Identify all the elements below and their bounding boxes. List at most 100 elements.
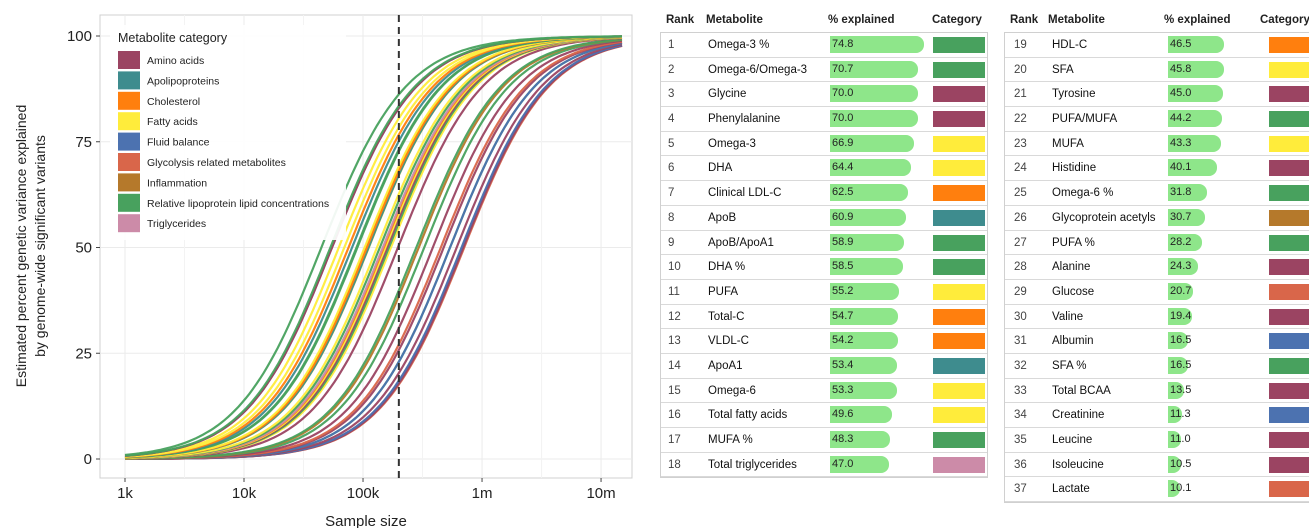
table-row: 19 HDL-C 46.5 <box>1005 33 1309 58</box>
category-swatch <box>1269 432 1309 448</box>
pct-value: 16.5 <box>1170 358 1192 371</box>
metabolite-cell: Phenylalanine <box>708 113 781 126</box>
table-row: 9 ApoB/ApoA1 58.9 <box>661 231 987 256</box>
table-row: 25 Omega-6 % 31.8 <box>1005 181 1309 206</box>
category-swatch <box>1269 259 1309 276</box>
pct-bar <box>830 406 892 424</box>
header-category: Category <box>932 14 982 26</box>
table-row: 35 Leucine 11.0 <box>1005 428 1309 453</box>
legend-entry-label: Fluid balance <box>147 137 210 149</box>
rank-cell: 13 <box>668 335 681 348</box>
pct-value: 43.3 <box>1170 136 1192 149</box>
metabolite-cell: Omega-3 <box>708 137 756 150</box>
legend-entry-label: Glycolysis related metabolites <box>147 157 286 169</box>
header-rank: Rank <box>1010 14 1039 26</box>
table-row: 29 Glucose 20.7 <box>1005 280 1309 305</box>
pct-bar <box>830 85 918 103</box>
legend-entry-label: Inflammation <box>147 177 207 189</box>
rank-cell: 20 <box>1014 63 1027 76</box>
metabolite-cell: PUFA % <box>1052 236 1095 249</box>
rank-cell: 28 <box>1014 261 1027 274</box>
table-row: 37 Lactate 10.1 <box>1005 477 1309 503</box>
table-row: 23 MUFA 43.3 <box>1005 132 1309 157</box>
category-swatch <box>933 61 985 78</box>
metabolite-cell: PUFA <box>708 285 739 298</box>
pct-bar <box>1168 480 1181 498</box>
pct-value: 53.4 <box>832 358 854 371</box>
metabolite-cell: Clinical LDL-C <box>708 187 782 200</box>
rank-cell: 15 <box>668 384 681 397</box>
pct-value: 20.7 <box>1170 284 1192 297</box>
rank-cell: 33 <box>1014 384 1027 397</box>
category-swatch <box>933 407 985 424</box>
metabolite-cell: MUFA <box>1052 137 1084 150</box>
table-row: 1 Omega-3 % 74.8 <box>661 33 987 58</box>
rank-cell: 1 <box>668 39 675 51</box>
pct-value: 54.7 <box>832 309 854 322</box>
pct-bar <box>1168 258 1198 276</box>
x-tick-label: 10m <box>586 485 615 502</box>
header-pct: % explained <box>1164 14 1231 26</box>
rank-cell: 27 <box>1014 236 1027 249</box>
rank-cell: 18 <box>668 458 681 471</box>
category-swatch <box>1269 37 1309 53</box>
pct-bar <box>1168 406 1182 424</box>
pct-bar <box>830 258 904 276</box>
header-metabolite: Metabolite <box>706 14 763 26</box>
metabolite-cell: Alanine <box>1052 261 1091 274</box>
legend-box <box>110 25 346 240</box>
pct-bar <box>1168 307 1192 325</box>
table-row: 22 PUFA/MUFA 44.2 <box>1005 107 1309 132</box>
metabolite-cell: Glycine <box>708 88 747 101</box>
category-swatch <box>933 86 985 103</box>
metabolite-cell: Total fatty acids <box>708 409 788 422</box>
legend-swatch <box>118 71 140 90</box>
metabolite-cell: DHA % <box>708 261 746 274</box>
ranking-table-2: Rank Metabolite % explained Category 19 H… <box>1004 8 1309 504</box>
pct-bar <box>1168 36 1225 53</box>
rank-cell: 19 <box>1014 39 1027 51</box>
metabolite-cell: HDL-C <box>1052 39 1088 51</box>
pct-bar <box>1168 184 1207 202</box>
rank-cell: 7 <box>668 187 675 200</box>
pct-bar <box>1168 381 1185 399</box>
table-row: 26 Glycoprotein acetyls 30.7 <box>1005 206 1309 231</box>
metabolite-cell: Glucose <box>1052 285 1095 298</box>
table-row: 16 Total fatty acids 49.6 <box>661 403 987 428</box>
rank-cell: 6 <box>668 162 675 175</box>
metabolite-cell: DHA <box>708 162 733 175</box>
table-row: 13 VLDL-C 54.2 <box>661 329 987 354</box>
rank-cell: 9 <box>668 236 675 249</box>
pct-bar <box>830 381 897 399</box>
table-row: 4 Phenylalanine 70.0 <box>661 107 987 132</box>
table-row: 18 Total triglycerides 47.0 <box>661 453 987 478</box>
pct-bar <box>830 208 907 226</box>
rank-cell: 16 <box>668 409 681 422</box>
pct-value: 11.3 <box>1170 408 1191 421</box>
category-swatch <box>933 357 985 374</box>
pct-value: 53.3 <box>832 383 854 396</box>
pct-bar <box>1168 455 1181 473</box>
category-swatch <box>1269 160 1309 177</box>
rank-cell: 34 <box>1014 409 1027 422</box>
y-tick-label: 25 <box>75 345 92 362</box>
metabolite-cell: ApoB <box>708 211 737 224</box>
pct-value: 31.8 <box>1170 186 1192 199</box>
pct-value: 10.1 <box>1170 482 1192 495</box>
rank-cell: 24 <box>1014 162 1027 175</box>
metabolite-cell: Total triglycerides <box>708 458 797 471</box>
pct-value: 66.9 <box>832 136 854 149</box>
pct-bar <box>830 159 911 177</box>
table-row: 6 DHA 64.4 <box>661 156 987 182</box>
y-tick-label: 0 <box>84 451 92 468</box>
rank-cell: 26 <box>1014 211 1027 224</box>
legend-swatch <box>118 51 140 69</box>
pct-value: 44.2 <box>1170 112 1192 125</box>
category-swatch <box>1269 185 1309 202</box>
rank-cell: 8 <box>668 211 675 224</box>
legend-entry-label: Triglycerides <box>147 218 206 230</box>
y-tick-label: 50 <box>75 240 92 257</box>
category-swatch <box>933 234 985 251</box>
pct-bar <box>1168 356 1188 374</box>
pct-bar <box>830 36 924 53</box>
